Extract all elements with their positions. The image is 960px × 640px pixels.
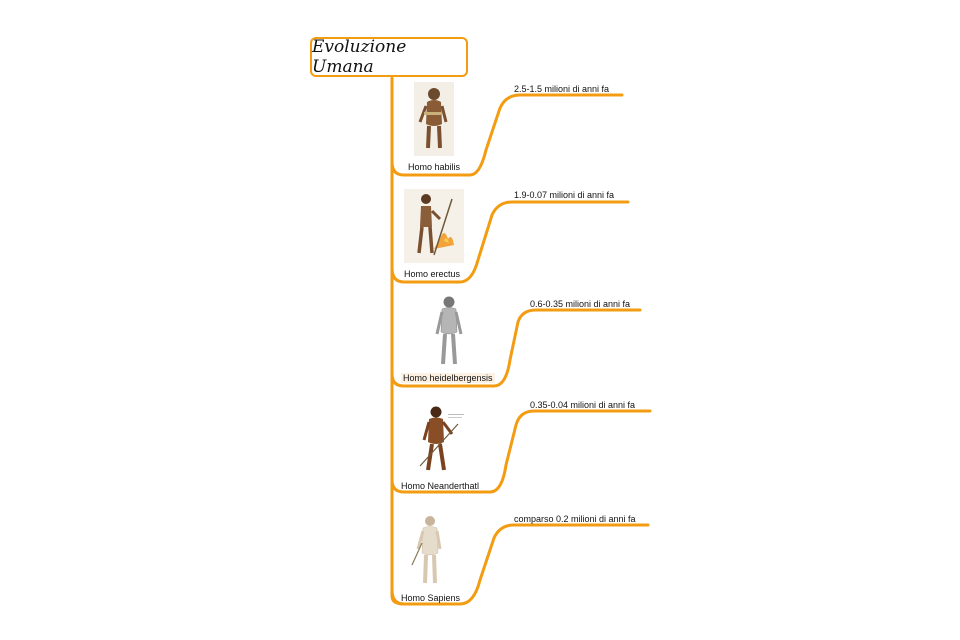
- species-label-heidelbergensis: Homo heidelbergensis: [401, 373, 495, 383]
- root-title-text: Evoluzione Umana: [312, 37, 407, 77]
- branch-sapiens: [390, 523, 650, 606]
- date-label-heidelbergensis: 0.6-0.35 milioni di anni fa: [530, 299, 631, 309]
- date-label-neanderthal: 0.35-0.04 milioni di anni fa: [530, 400, 636, 410]
- branch-heidelbergensis: [390, 308, 642, 388]
- hominin-figure-habilis: [414, 82, 454, 156]
- species-label-erectus: Homo erectus: [404, 269, 461, 279]
- date-label-habilis: 2.5-1.5 milioni di anni fa: [514, 84, 610, 94]
- hominin-figure-heidelbergensis: [432, 294, 466, 368]
- species-label-neanderthal: Homo Neanderthatl: [401, 481, 480, 491]
- species-label-sapiens: Homo Sapiens: [401, 593, 461, 603]
- species-label-habilis: Homo habilis: [408, 162, 461, 172]
- branch-habilis: [390, 93, 624, 177]
- date-label-erectus: 1.9-0.07 milioni di anni fa: [514, 190, 615, 200]
- hominin-figure-neanderthal: [418, 404, 468, 474]
- root-node-title[interactable]: Evoluzione Umana: [310, 37, 468, 77]
- branch-erectus: [390, 200, 630, 284]
- branch-neanderthal: [390, 409, 652, 494]
- hominin-figure-sapiens: [410, 513, 446, 587]
- date-label-sapiens: comparso 0.2 milioni di anni fa: [514, 514, 636, 524]
- hominin-figure-erectus: [404, 189, 464, 263]
